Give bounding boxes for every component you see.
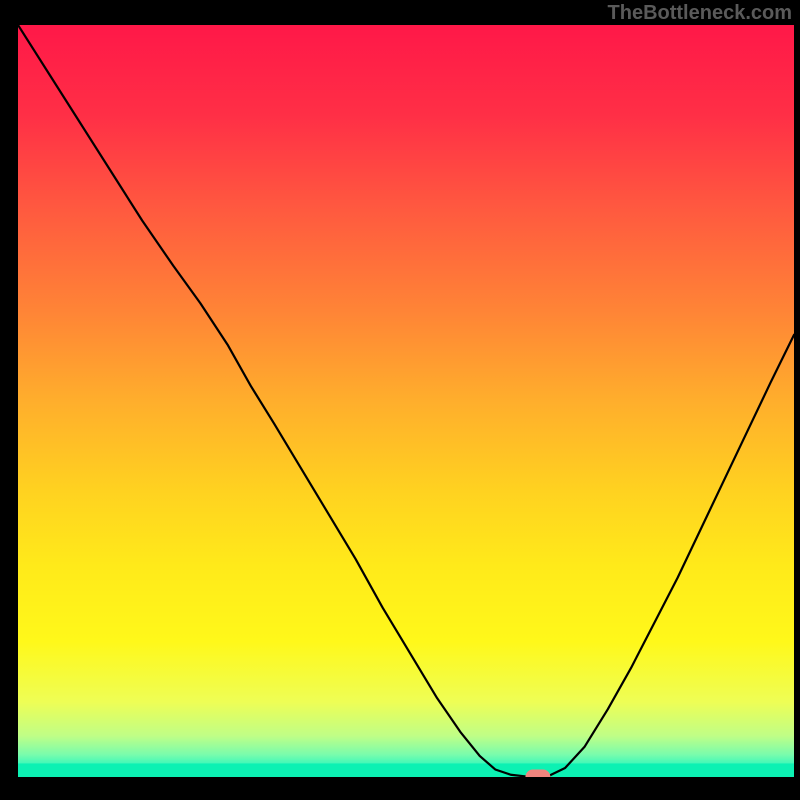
bottom-strip — [18, 763, 794, 777]
gradient-background — [18, 25, 794, 777]
bottleneck-chart — [18, 25, 794, 777]
watermark-text: TheBottleneck.com — [608, 2, 792, 25]
optimum-marker — [526, 770, 550, 777]
